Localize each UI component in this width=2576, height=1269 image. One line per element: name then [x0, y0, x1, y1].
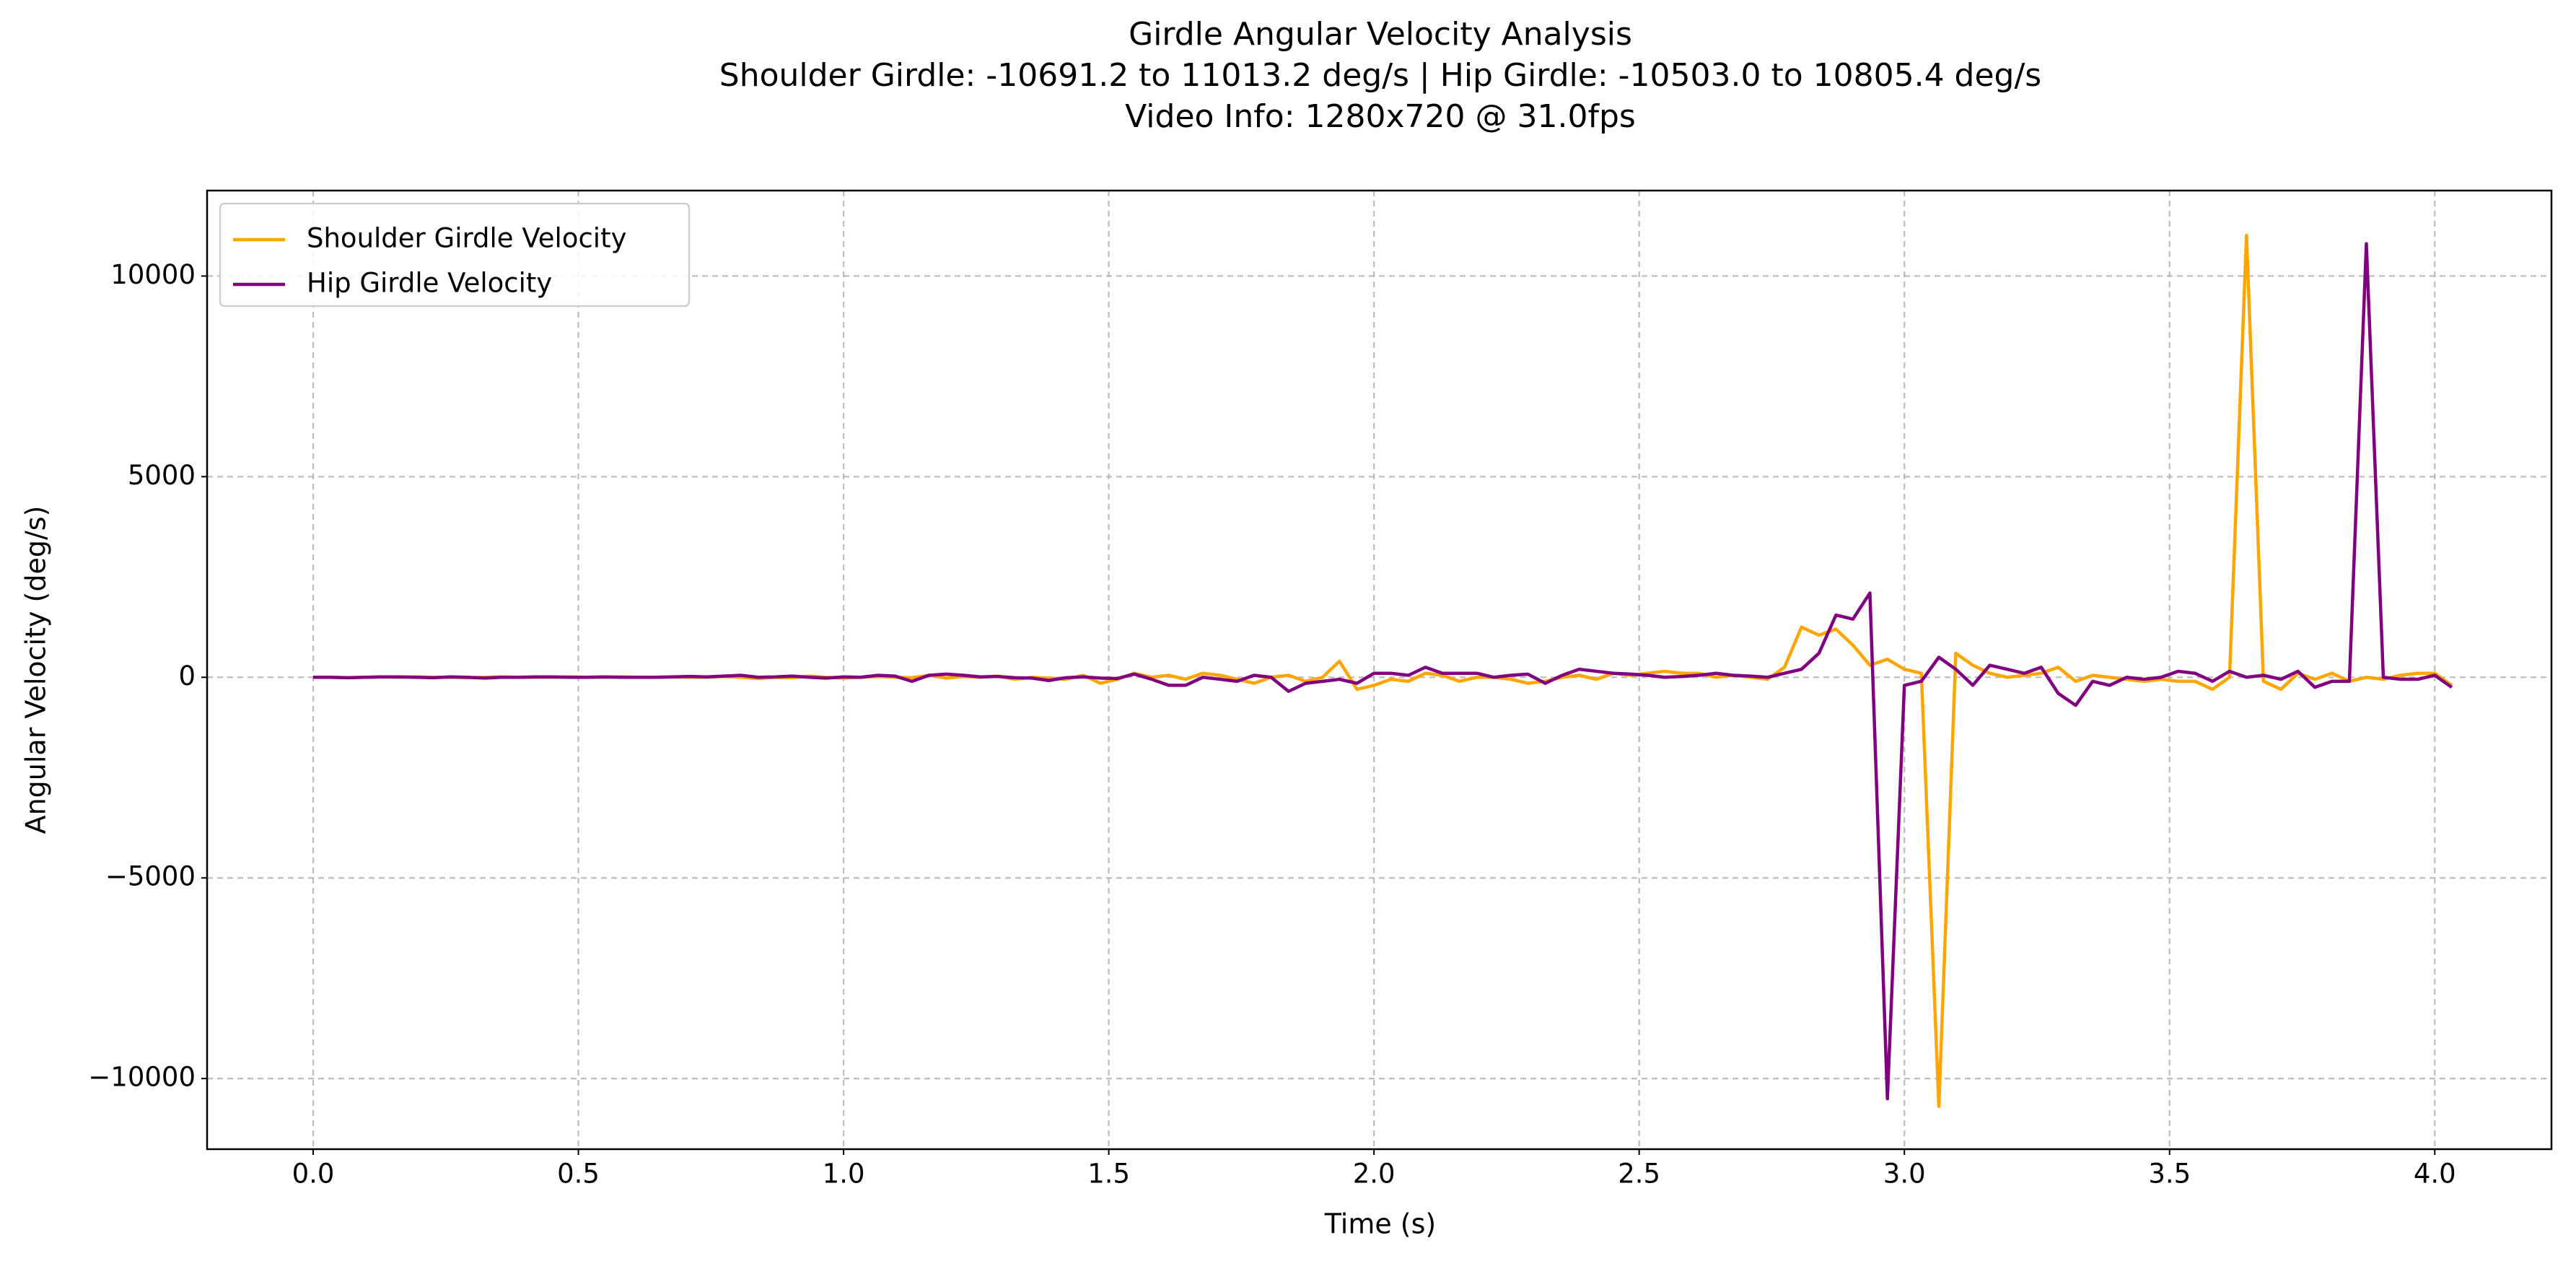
x-tick-label: 2.5	[1618, 1159, 1660, 1190]
x-tick-label: 4.0	[2414, 1159, 2456, 1190]
x-tick-label: 3.5	[2148, 1159, 2191, 1190]
x-tick-label: 0.5	[557, 1159, 600, 1190]
x-tick-label: 3.0	[1883, 1159, 1926, 1190]
y-axis-label: Angular Velocity (deg/s)	[20, 506, 52, 834]
legend-label: Shoulder Girdle Velocity	[307, 223, 626, 254]
legend: Shoulder Girdle Velocity Hip Girdle Veloc…	[219, 202, 691, 308]
series-line	[313, 242, 2453, 1101]
x-tick-label: 2.0	[1353, 1159, 1396, 1190]
chart-title: Girdle Angular Velocity Analysis	[1129, 16, 1632, 53]
y-tick-label: 10000	[110, 259, 196, 290]
chart-subtitle: Video Info: 1280x720 @ 31.0fps	[1125, 98, 1636, 135]
chart-subtitle: Shoulder Girdle: -10691.2 to 11013.2 deg…	[719, 57, 2041, 94]
plot-frame	[206, 189, 2553, 1151]
legend-label: Hip Girdle Velocity	[307, 268, 552, 299]
x-tick-label: 1.5	[1087, 1159, 1130, 1190]
plot-area: 0.0 0.5 1.0 1.5 2.0 2.5 3.0 3.5 4.0 −10000 −5000 0 5…	[88, 189, 2553, 1190]
y-tick-label: 5000	[128, 460, 196, 491]
x-tick-label: 1.0	[823, 1159, 865, 1190]
legend-box	[219, 202, 691, 308]
x-tick-label: 0.0	[292, 1159, 335, 1190]
y-tick-label: 0	[178, 660, 196, 692]
y-tick-label: −10000	[88, 1062, 196, 1093]
x-axis-label: Time (s)	[1324, 1208, 1437, 1240]
y-tick-label: −5000	[105, 861, 196, 892]
